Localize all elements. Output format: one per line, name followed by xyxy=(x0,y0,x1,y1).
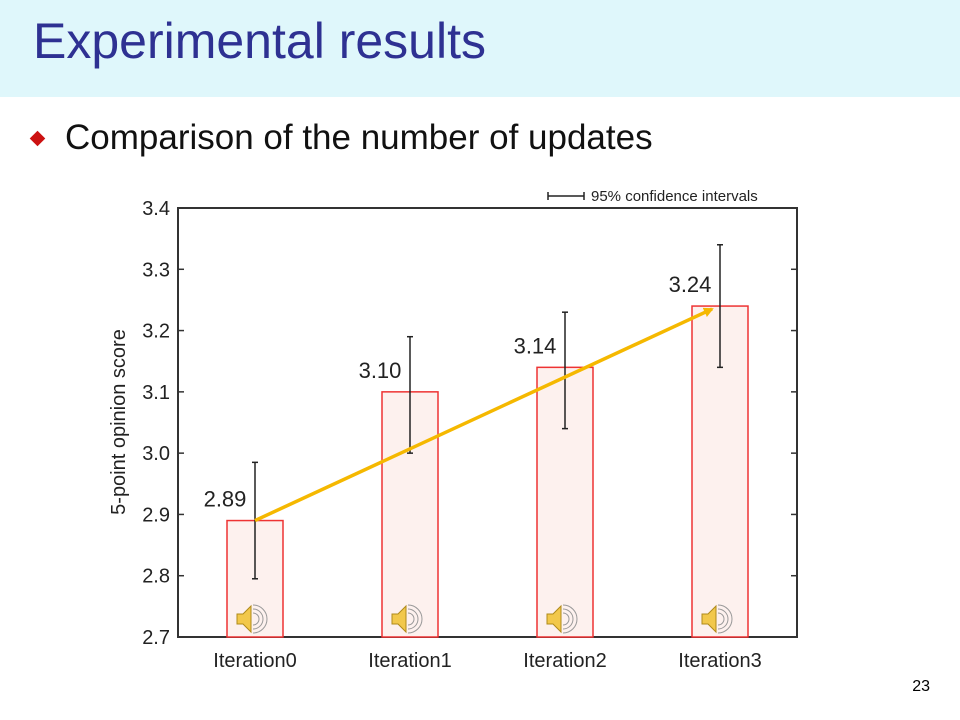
data-label: 3.24 xyxy=(669,272,712,297)
speaker-wave xyxy=(562,608,574,630)
slide-number: 23 xyxy=(912,678,930,695)
y-tick-label: 3.1 xyxy=(142,382,170,404)
y-tick-label: 3.0 xyxy=(142,443,170,465)
speaker-wave xyxy=(407,612,415,626)
y-tick-label: 3.3 xyxy=(142,259,170,281)
data-label: 3.10 xyxy=(359,358,402,383)
bullet-item: Comparison of the number of updates xyxy=(28,118,653,158)
trend-arrow xyxy=(254,307,714,523)
x-tick-label: Iteration0 xyxy=(213,650,296,672)
title-bar: Experimental results xyxy=(0,0,960,97)
y-tick-label: 3.2 xyxy=(142,321,170,343)
data-label: 3.14 xyxy=(514,333,557,358)
bullet-text: Comparison of the number of updates xyxy=(65,118,653,157)
data-label: 2.89 xyxy=(204,487,247,512)
y-tick-label: 2.8 xyxy=(142,566,170,588)
speaker-wave xyxy=(407,608,419,630)
speaker-icon xyxy=(236,604,252,634)
speaker-wave xyxy=(407,604,423,634)
speaker-wave xyxy=(252,612,260,626)
speaker-icon xyxy=(701,604,717,634)
x-tick-label: Iteration2 xyxy=(523,650,606,672)
speaker-icon xyxy=(546,604,562,634)
y-tick-label: 2.9 xyxy=(142,504,170,526)
speaker-wave xyxy=(562,612,570,626)
y-axis-label: 5-point opinion score xyxy=(108,329,130,515)
speaker-wave xyxy=(717,612,725,626)
plot-frame xyxy=(177,207,798,638)
x-tick-label: Iteration1 xyxy=(368,650,451,672)
y-tick-label: 3.4 xyxy=(142,198,170,220)
speaker-icon xyxy=(391,604,407,634)
y-tick-label: 2.7 xyxy=(142,627,170,649)
speaker-wave xyxy=(717,604,733,634)
legend-label: 95% confidence intervals xyxy=(591,188,758,205)
slide-title: Experimental results xyxy=(33,13,486,69)
speaker-wave xyxy=(252,604,268,634)
speaker-wave xyxy=(717,608,729,630)
speaker-wave xyxy=(252,608,264,630)
x-tick-label: Iteration3 xyxy=(678,650,761,672)
speaker-wave xyxy=(562,604,578,634)
